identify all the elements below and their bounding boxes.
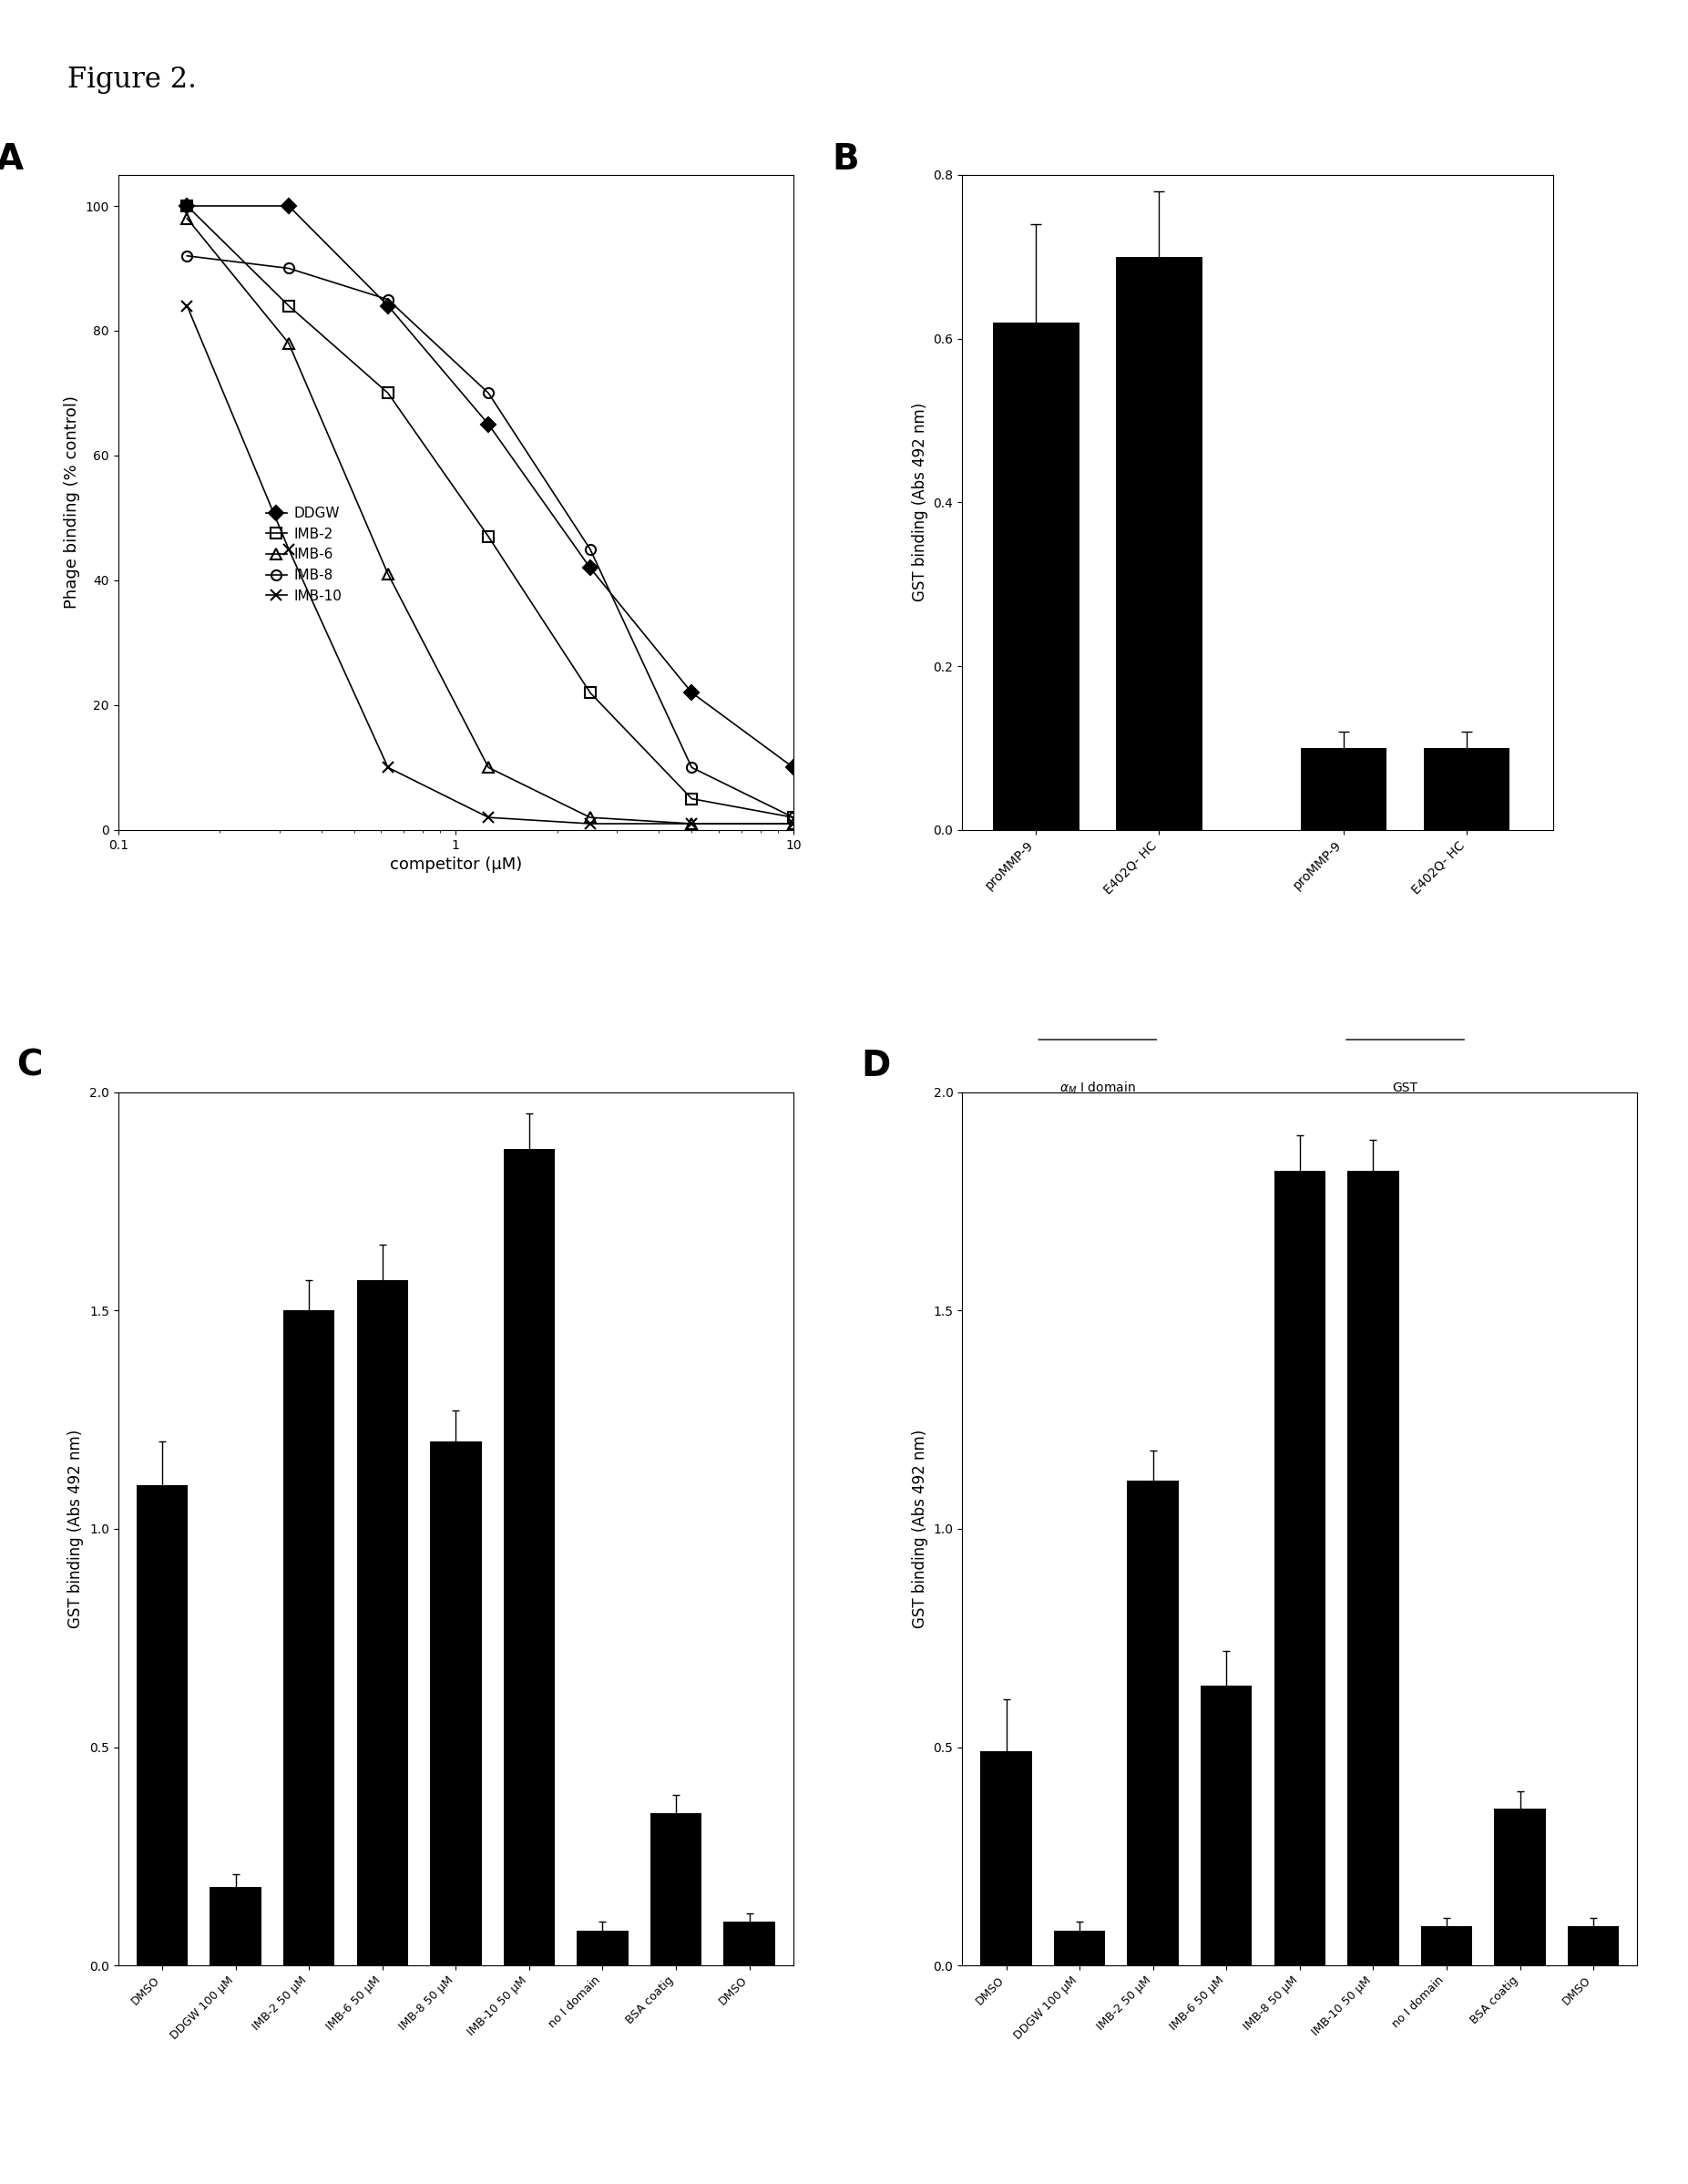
DDGW (378, 293, 398, 319)
Bar (1347, 1171, 1399, 1966)
Bar (1568, 1926, 1619, 1966)
IMB-10 (478, 804, 498, 830)
IMB-8 (378, 286, 398, 312)
X-axis label: competitor (μM): competitor (μM) (390, 856, 522, 874)
Bar (1200, 1686, 1252, 1966)
Bar (1116, 258, 1202, 830)
Text: Figure 2.: Figure 2. (68, 66, 197, 94)
Bar (1494, 1808, 1546, 1966)
DDGW (581, 555, 601, 581)
Legend: DDGW, IMB-2, IMB-6, IMB-8, IMB-10: DDGW, IMB-2, IMB-6, IMB-8, IMB-10 (260, 500, 348, 609)
Bar (356, 1280, 408, 1966)
Y-axis label: GST binding (Abs 492 nm): GST binding (Abs 492 nm) (68, 1428, 84, 1629)
Bar (1128, 1481, 1178, 1966)
Bar (1274, 1171, 1325, 1966)
Line: IMB-8: IMB-8 (182, 251, 798, 823)
IMB-8 (478, 380, 498, 406)
Bar (650, 1813, 702, 1966)
Bar (1423, 747, 1509, 830)
Bar (1053, 1931, 1106, 1966)
IMB-10 (783, 810, 803, 836)
DDGW (177, 192, 197, 218)
IMB-10 (177, 293, 197, 319)
Bar (209, 1887, 262, 1966)
Bar (981, 1752, 1031, 1966)
Bar (430, 1441, 481, 1966)
Text: A: A (0, 142, 24, 177)
IMB-2 (279, 293, 299, 319)
IMB-10 (378, 753, 398, 780)
Bar (1421, 1926, 1472, 1966)
IMB-6 (279, 330, 299, 356)
Bar (284, 1310, 334, 1966)
Bar (137, 1485, 187, 1966)
Line: IMB-6: IMB-6 (182, 214, 798, 828)
Bar (577, 1931, 628, 1966)
IMB-2 (378, 380, 398, 406)
Line: IMB-10: IMB-10 (182, 301, 798, 828)
Bar (1301, 747, 1388, 830)
IMB-2 (581, 679, 601, 705)
Line: IMB-2: IMB-2 (182, 201, 798, 823)
Line: DDGW: DDGW (182, 201, 798, 773)
DDGW (682, 679, 702, 705)
IMB-6 (783, 810, 803, 836)
IMB-6 (177, 205, 197, 232)
IMB-8 (581, 535, 601, 561)
Text: D: D (861, 1048, 890, 1083)
Y-axis label: Phage binding (% control): Phage binding (% control) (64, 395, 81, 609)
Text: $\alpha_M$ I domain: $\alpha_M$ I domain (1060, 1081, 1136, 1096)
IMB-6 (682, 810, 702, 836)
IMB-8 (783, 804, 803, 830)
IMB-10 (682, 810, 702, 836)
Bar (724, 1922, 775, 1966)
DDGW (783, 753, 803, 780)
Bar (993, 323, 1079, 830)
IMB-2 (783, 804, 803, 830)
Text: GST: GST (1393, 1081, 1418, 1094)
Y-axis label: GST binding (Abs 492 nm): GST binding (Abs 492 nm) (912, 402, 928, 603)
IMB-6 (378, 561, 398, 587)
IMB-8 (682, 753, 702, 780)
Text: B: B (832, 142, 859, 177)
IMB-8 (279, 256, 299, 282)
DDGW (279, 192, 299, 218)
IMB-10 (279, 535, 299, 561)
IMB-8 (177, 242, 197, 269)
IMB-2 (177, 192, 197, 218)
Text: C: C (17, 1048, 42, 1083)
IMB-10 (581, 810, 601, 836)
Y-axis label: GST binding (Abs 492 nm): GST binding (Abs 492 nm) (912, 1428, 928, 1629)
IMB-2 (478, 524, 498, 550)
IMB-2 (682, 786, 702, 812)
IMB-6 (581, 804, 601, 830)
IMB-6 (478, 753, 498, 780)
DDGW (478, 411, 498, 437)
Bar (503, 1149, 555, 1966)
